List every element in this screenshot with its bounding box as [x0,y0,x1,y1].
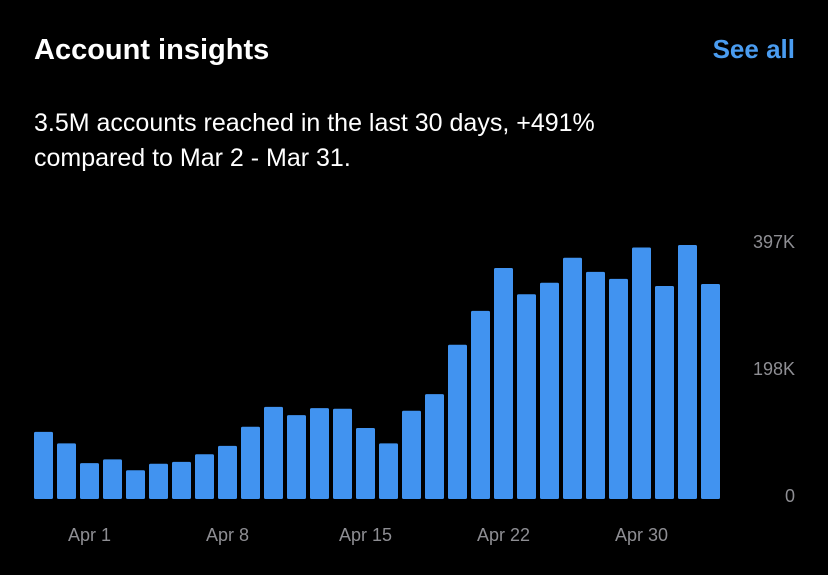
bar [195,454,214,499]
bar [425,394,444,499]
bar [471,310,490,499]
bar [172,461,191,499]
subtitle-line: 3.5M accounts reached in the last 30 day… [34,109,595,137]
bar [57,443,76,499]
bar [448,344,467,499]
bar [655,285,674,499]
bar [540,282,559,499]
bar [241,426,260,499]
subtitle-line: compared to Mar 2 - Mar 31. [34,144,351,172]
bar [218,445,237,499]
bar [103,459,122,499]
bar [379,443,398,499]
y-tick-label: 0 [785,486,795,506]
bar [609,278,628,499]
bar [632,247,651,499]
subtitle: 3.5M accounts reached in the last 30 day… [34,106,595,176]
bar [80,463,99,499]
y-tick-label: 397K [753,232,795,252]
title: Account insights [34,34,270,66]
bar [126,470,145,499]
bar [149,463,168,499]
bar [563,257,582,499]
bar [678,245,697,499]
bar [701,284,720,499]
x-tick-label: Apr 30 [615,525,668,545]
see-all[interactable]: See all [712,34,795,64]
y-tick-label: 198K [753,359,795,379]
bar [333,408,352,499]
bar [287,415,306,499]
x-tick-label: Apr 15 [339,525,392,545]
bar [34,431,53,499]
bar [402,410,421,499]
bar [517,294,536,499]
bar [264,406,283,499]
bar [494,268,513,499]
bar [310,408,329,499]
bar [356,427,375,499]
bar [586,271,605,499]
x-tick-label: Apr 1 [68,525,111,545]
x-tick-label: Apr 22 [477,525,530,545]
x-tick-label: Apr 8 [206,525,249,545]
